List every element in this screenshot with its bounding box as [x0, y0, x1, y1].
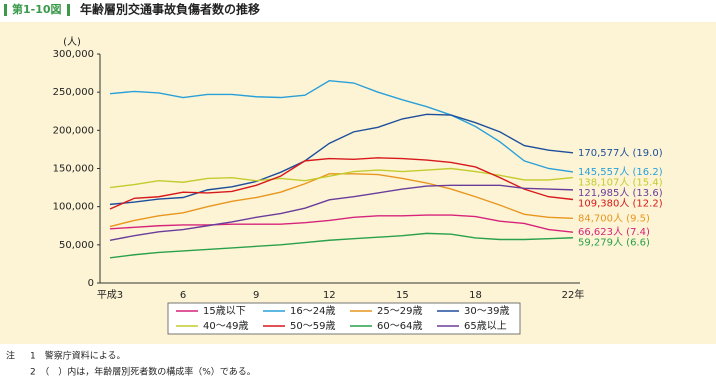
y-tick-label: 300,000 [53, 49, 94, 60]
x-tick-label: 12 [323, 290, 336, 301]
x-tick-label: 18 [469, 290, 482, 301]
series-line [109, 184, 574, 241]
legend-label: 50～59歳 [290, 320, 335, 332]
series-line [109, 214, 574, 233]
chart-title: 年齢層別交通事故負傷者数の推移 [80, 2, 260, 17]
end-label: 59,279人 (6.6) [578, 237, 650, 249]
legend-label: 65歳以上 [464, 320, 507, 332]
x-tick-label: 平成3 [97, 289, 123, 301]
series-line [109, 167, 574, 189]
header-mark [67, 4, 70, 16]
end-label: 170,577人 (19.0) [578, 147, 663, 159]
end-label: 138,107人 (15.4) [578, 176, 663, 188]
end-label: 84,700人 (9.5) [578, 212, 650, 224]
note: 1 警察庁資料による。 [30, 350, 125, 362]
y-tick-label: 150,000 [53, 164, 94, 175]
series-line [109, 113, 574, 206]
x-tick-label: 9 [253, 290, 259, 301]
legend-label: 40～49歳 [203, 320, 248, 332]
y-tick-label: 50,000 [59, 240, 94, 251]
note: 2 （ ）内は，年齢層別死者数の構成率（%）である。 [30, 366, 256, 378]
series-line [109, 232, 574, 259]
end-label: 145,557人 (16.2) [578, 166, 663, 178]
y-tick-label: 250,000 [53, 87, 94, 98]
end-label: 121,985人 (13.6) [578, 187, 663, 199]
legend-label: 15歳以下 [203, 305, 246, 317]
x-tick-label: 15 [396, 290, 409, 301]
y-tick-label: 100,000 [53, 202, 94, 213]
y-tick-label: 0 [88, 278, 94, 289]
end-label: 109,380人 (12.2) [578, 197, 663, 209]
y-unit: (人) [63, 36, 81, 48]
figure-number: 第1-10図 [12, 2, 62, 16]
legend-label: 16～24歳 [290, 305, 335, 317]
chart-background [0, 22, 716, 344]
series-line [109, 157, 574, 210]
legend-label: 25～29歳 [377, 305, 422, 317]
legend-label: 30～39歳 [464, 305, 509, 317]
header-mark [4, 4, 7, 16]
end-label: 66,623人 (7.4) [578, 226, 650, 238]
legend-label: 60～64歳 [377, 320, 422, 332]
note: 注 [6, 350, 15, 362]
y-tick-label: 200,000 [53, 125, 94, 136]
legend-box [167, 302, 521, 335]
series-line [109, 79, 574, 173]
x-tick-label: 22年 [562, 288, 585, 301]
x-tick-label: 6 [180, 290, 186, 301]
